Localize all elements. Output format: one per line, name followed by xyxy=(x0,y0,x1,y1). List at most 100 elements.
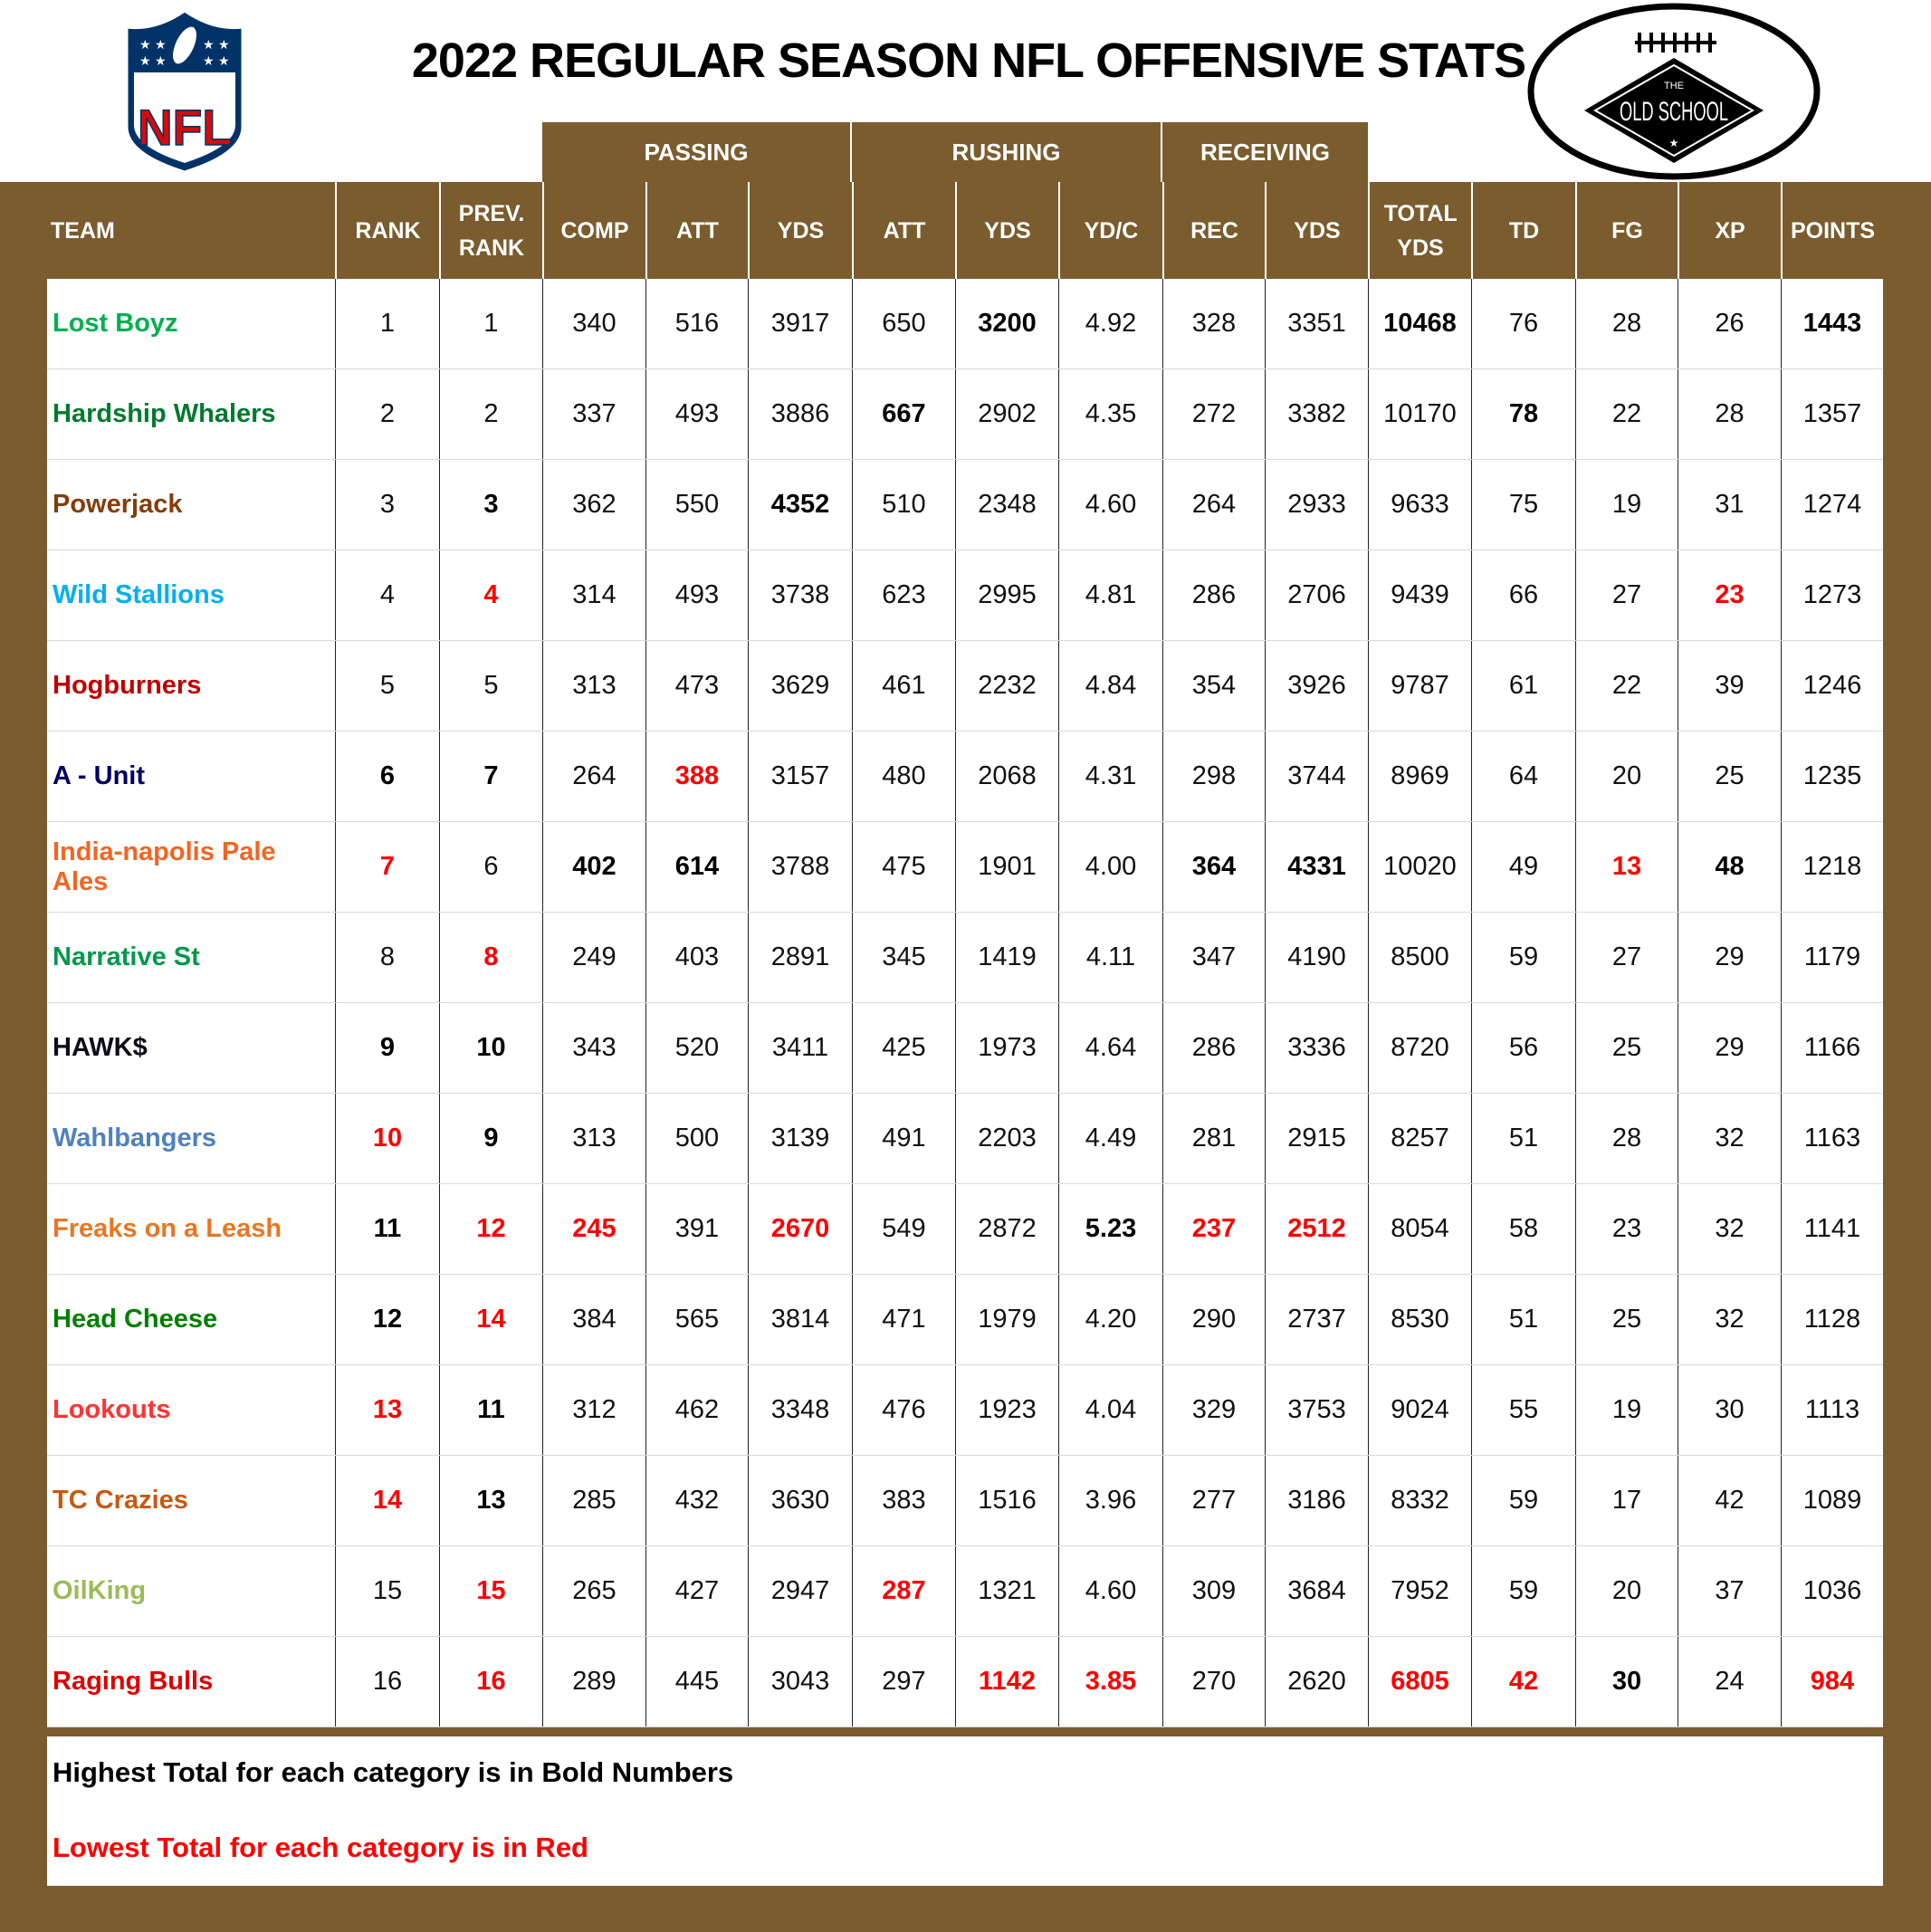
column-header-patt[interactable]: ATT xyxy=(645,182,748,279)
cell-fg: 30 xyxy=(1575,1637,1678,1726)
cell-pyds: 3788 xyxy=(748,822,852,912)
cell-total: 10468 xyxy=(1368,279,1471,368)
cell-total: 10170 xyxy=(1368,369,1471,459)
cell-rec: 354 xyxy=(1162,641,1265,731)
cell-total: 6805 xyxy=(1368,1637,1471,1726)
cell-fg: 13 xyxy=(1575,822,1678,912)
column-header-recyds[interactable]: YDS xyxy=(1265,182,1368,279)
team-name: TC Crazies xyxy=(53,1486,188,1515)
svg-text:THE: THE xyxy=(1664,81,1684,91)
team-name: Hogburners xyxy=(53,671,202,700)
cell-points: 1113 xyxy=(1781,1365,1883,1455)
cell-prev: 8 xyxy=(439,913,542,1002)
table-row: HAWK$ 9 10 343 520 3411 425 1973 4.64 286 3336 8720… xyxy=(47,1003,1883,1094)
cell-xp: 26 xyxy=(1678,279,1781,368)
svg-text:★ ★: ★ ★ xyxy=(203,54,230,69)
cell-total: 8257 xyxy=(1368,1094,1471,1183)
cell-patt: 403 xyxy=(645,913,748,1002)
cell-ryds: 1979 xyxy=(955,1275,1058,1364)
cell-ryds: 1142 xyxy=(955,1637,1058,1726)
svg-text:★ ★: ★ ★ xyxy=(139,54,167,69)
old-school-logo: THE OLD SCHOOL ★ xyxy=(1526,2,1821,181)
cell-rec: 298 xyxy=(1162,732,1265,821)
cell-rank: 6 xyxy=(335,732,439,821)
cell-td: 75 xyxy=(1471,460,1575,550)
cell-rec: 364 xyxy=(1162,822,1265,912)
column-header-pyds[interactable]: YDS xyxy=(748,182,852,279)
column-header-team[interactable]: TEAM xyxy=(51,217,115,244)
cell-fg: 23 xyxy=(1575,1184,1678,1274)
cell-patt: 427 xyxy=(645,1546,748,1636)
cell-prev: 16 xyxy=(439,1637,542,1726)
cell-rec: 281 xyxy=(1162,1094,1265,1183)
cell-recyds: 3684 xyxy=(1265,1546,1368,1636)
table-row: Hardship Whalers 2 2 337 493 3886 667 2902 4.35 2… xyxy=(47,369,1883,460)
cell-points: 1273 xyxy=(1781,550,1883,640)
cell-prev: 6 xyxy=(439,822,542,912)
cell-total: 8500 xyxy=(1368,913,1471,1002)
cell-points: 1163 xyxy=(1781,1094,1883,1183)
cell-comp: 265 xyxy=(542,1546,645,1636)
column-header-points[interactable]: POINTS xyxy=(1781,182,1883,279)
column-header-ratt[interactable]: ATT xyxy=(852,182,955,279)
column-header-prev[interactable]: PREV. RANK xyxy=(439,182,542,279)
cell-ryds: 2232 xyxy=(955,641,1058,731)
cell-fg: 22 xyxy=(1575,641,1678,731)
cell-rank: 7 xyxy=(335,822,439,912)
cell-xp: 32 xyxy=(1678,1184,1781,1274)
column-header-comp[interactable]: COMP xyxy=(542,182,645,279)
team-name: India-napolis Pale Ales xyxy=(53,837,276,896)
cell-ydc: 3.85 xyxy=(1058,1637,1162,1726)
cell-ryds: 2872 xyxy=(955,1184,1058,1274)
cell-rank: 12 xyxy=(335,1275,439,1364)
cell-xp: 23 xyxy=(1678,550,1781,640)
cell-pyds: 3738 xyxy=(748,550,852,640)
cell-ydc: 4.49 xyxy=(1058,1094,1162,1183)
cell-xp: 24 xyxy=(1678,1637,1781,1726)
nfl-logo: NFL ★ ★ ★ ★ ★ ★ ★ ★ xyxy=(123,9,246,174)
column-header-td[interactable]: TD xyxy=(1471,182,1575,279)
cell-recyds: 2512 xyxy=(1265,1184,1368,1274)
column-header-rank[interactable]: RANK xyxy=(335,182,439,279)
cell-ydc: 4.11 xyxy=(1058,913,1162,1002)
cell-ratt: 510 xyxy=(852,460,955,550)
cell-rec: 309 xyxy=(1162,1546,1265,1636)
column-header-ydc[interactable]: YD/C xyxy=(1058,182,1162,279)
cell-comp: 245 xyxy=(542,1184,645,1274)
cell-comp: 384 xyxy=(542,1275,645,1364)
cell-patt: 473 xyxy=(645,641,748,731)
column-header-fg[interactable]: FG xyxy=(1575,182,1678,279)
cell-recyds: 2737 xyxy=(1265,1275,1368,1364)
cell-rec: 264 xyxy=(1162,460,1265,550)
column-header-rec[interactable]: REC xyxy=(1162,182,1265,279)
cell-points: 1128 xyxy=(1781,1275,1883,1364)
cell-comp: 249 xyxy=(542,913,645,1002)
cell-total: 9633 xyxy=(1368,460,1471,550)
cell-rec: 272 xyxy=(1162,369,1265,459)
cell-total: 7952 xyxy=(1368,1546,1471,1636)
cell-ydc: 4.04 xyxy=(1058,1365,1162,1455)
column-header-total[interactable]: TOTAL YDS xyxy=(1368,182,1471,279)
cell-rank: 1 xyxy=(335,279,439,368)
column-header-ryds[interactable]: YDS xyxy=(955,182,1058,279)
team-name: Wild Stallions xyxy=(53,580,225,609)
cell-total: 8054 xyxy=(1368,1184,1471,1274)
cell-ydc: 4.81 xyxy=(1058,550,1162,640)
column-header-xp[interactable]: XP xyxy=(1678,182,1781,279)
cell-rank: 16 xyxy=(335,1637,439,1726)
cell-fg: 28 xyxy=(1575,279,1678,368)
cell-rank: 10 xyxy=(335,1094,439,1183)
cell-recyds: 3753 xyxy=(1265,1365,1368,1455)
cell-ryds: 1321 xyxy=(955,1546,1058,1636)
cell-prev: 1 xyxy=(439,279,542,368)
table-row: Wild Stallions 4 4 314 493 3738 623 2995 4.81 286… xyxy=(47,550,1883,641)
cell-ryds: 1516 xyxy=(955,1456,1058,1545)
cell-ydc: 3.96 xyxy=(1058,1456,1162,1545)
cell-recyds: 2915 xyxy=(1265,1094,1368,1183)
table-row: Narrative St 8 8 249 403 2891 345 1419 4.11 347 41… xyxy=(47,913,1883,1003)
cell-recyds: 3351 xyxy=(1265,279,1368,368)
cell-recyds: 2706 xyxy=(1265,550,1368,640)
cell-patt: 565 xyxy=(645,1275,748,1364)
cell-comp: 313 xyxy=(542,1094,645,1183)
team-name: Freaks on a Leash xyxy=(53,1214,282,1243)
